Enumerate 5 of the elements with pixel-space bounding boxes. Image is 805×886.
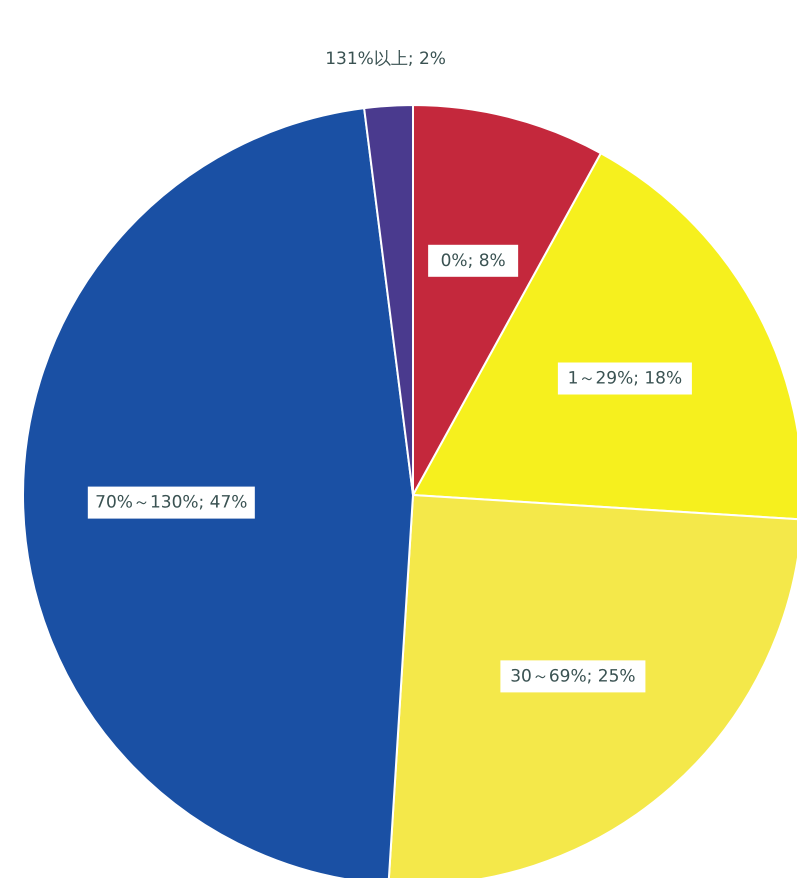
slice-label: 1～29%; 18% xyxy=(568,368,682,389)
slice-label: 30～69%; 25% xyxy=(510,666,636,686)
slice-label: 131%以上; 2% xyxy=(325,49,446,70)
slice-label: 0%; 8% xyxy=(440,250,506,271)
slice-label: 70%～130%; 47% xyxy=(95,492,248,513)
